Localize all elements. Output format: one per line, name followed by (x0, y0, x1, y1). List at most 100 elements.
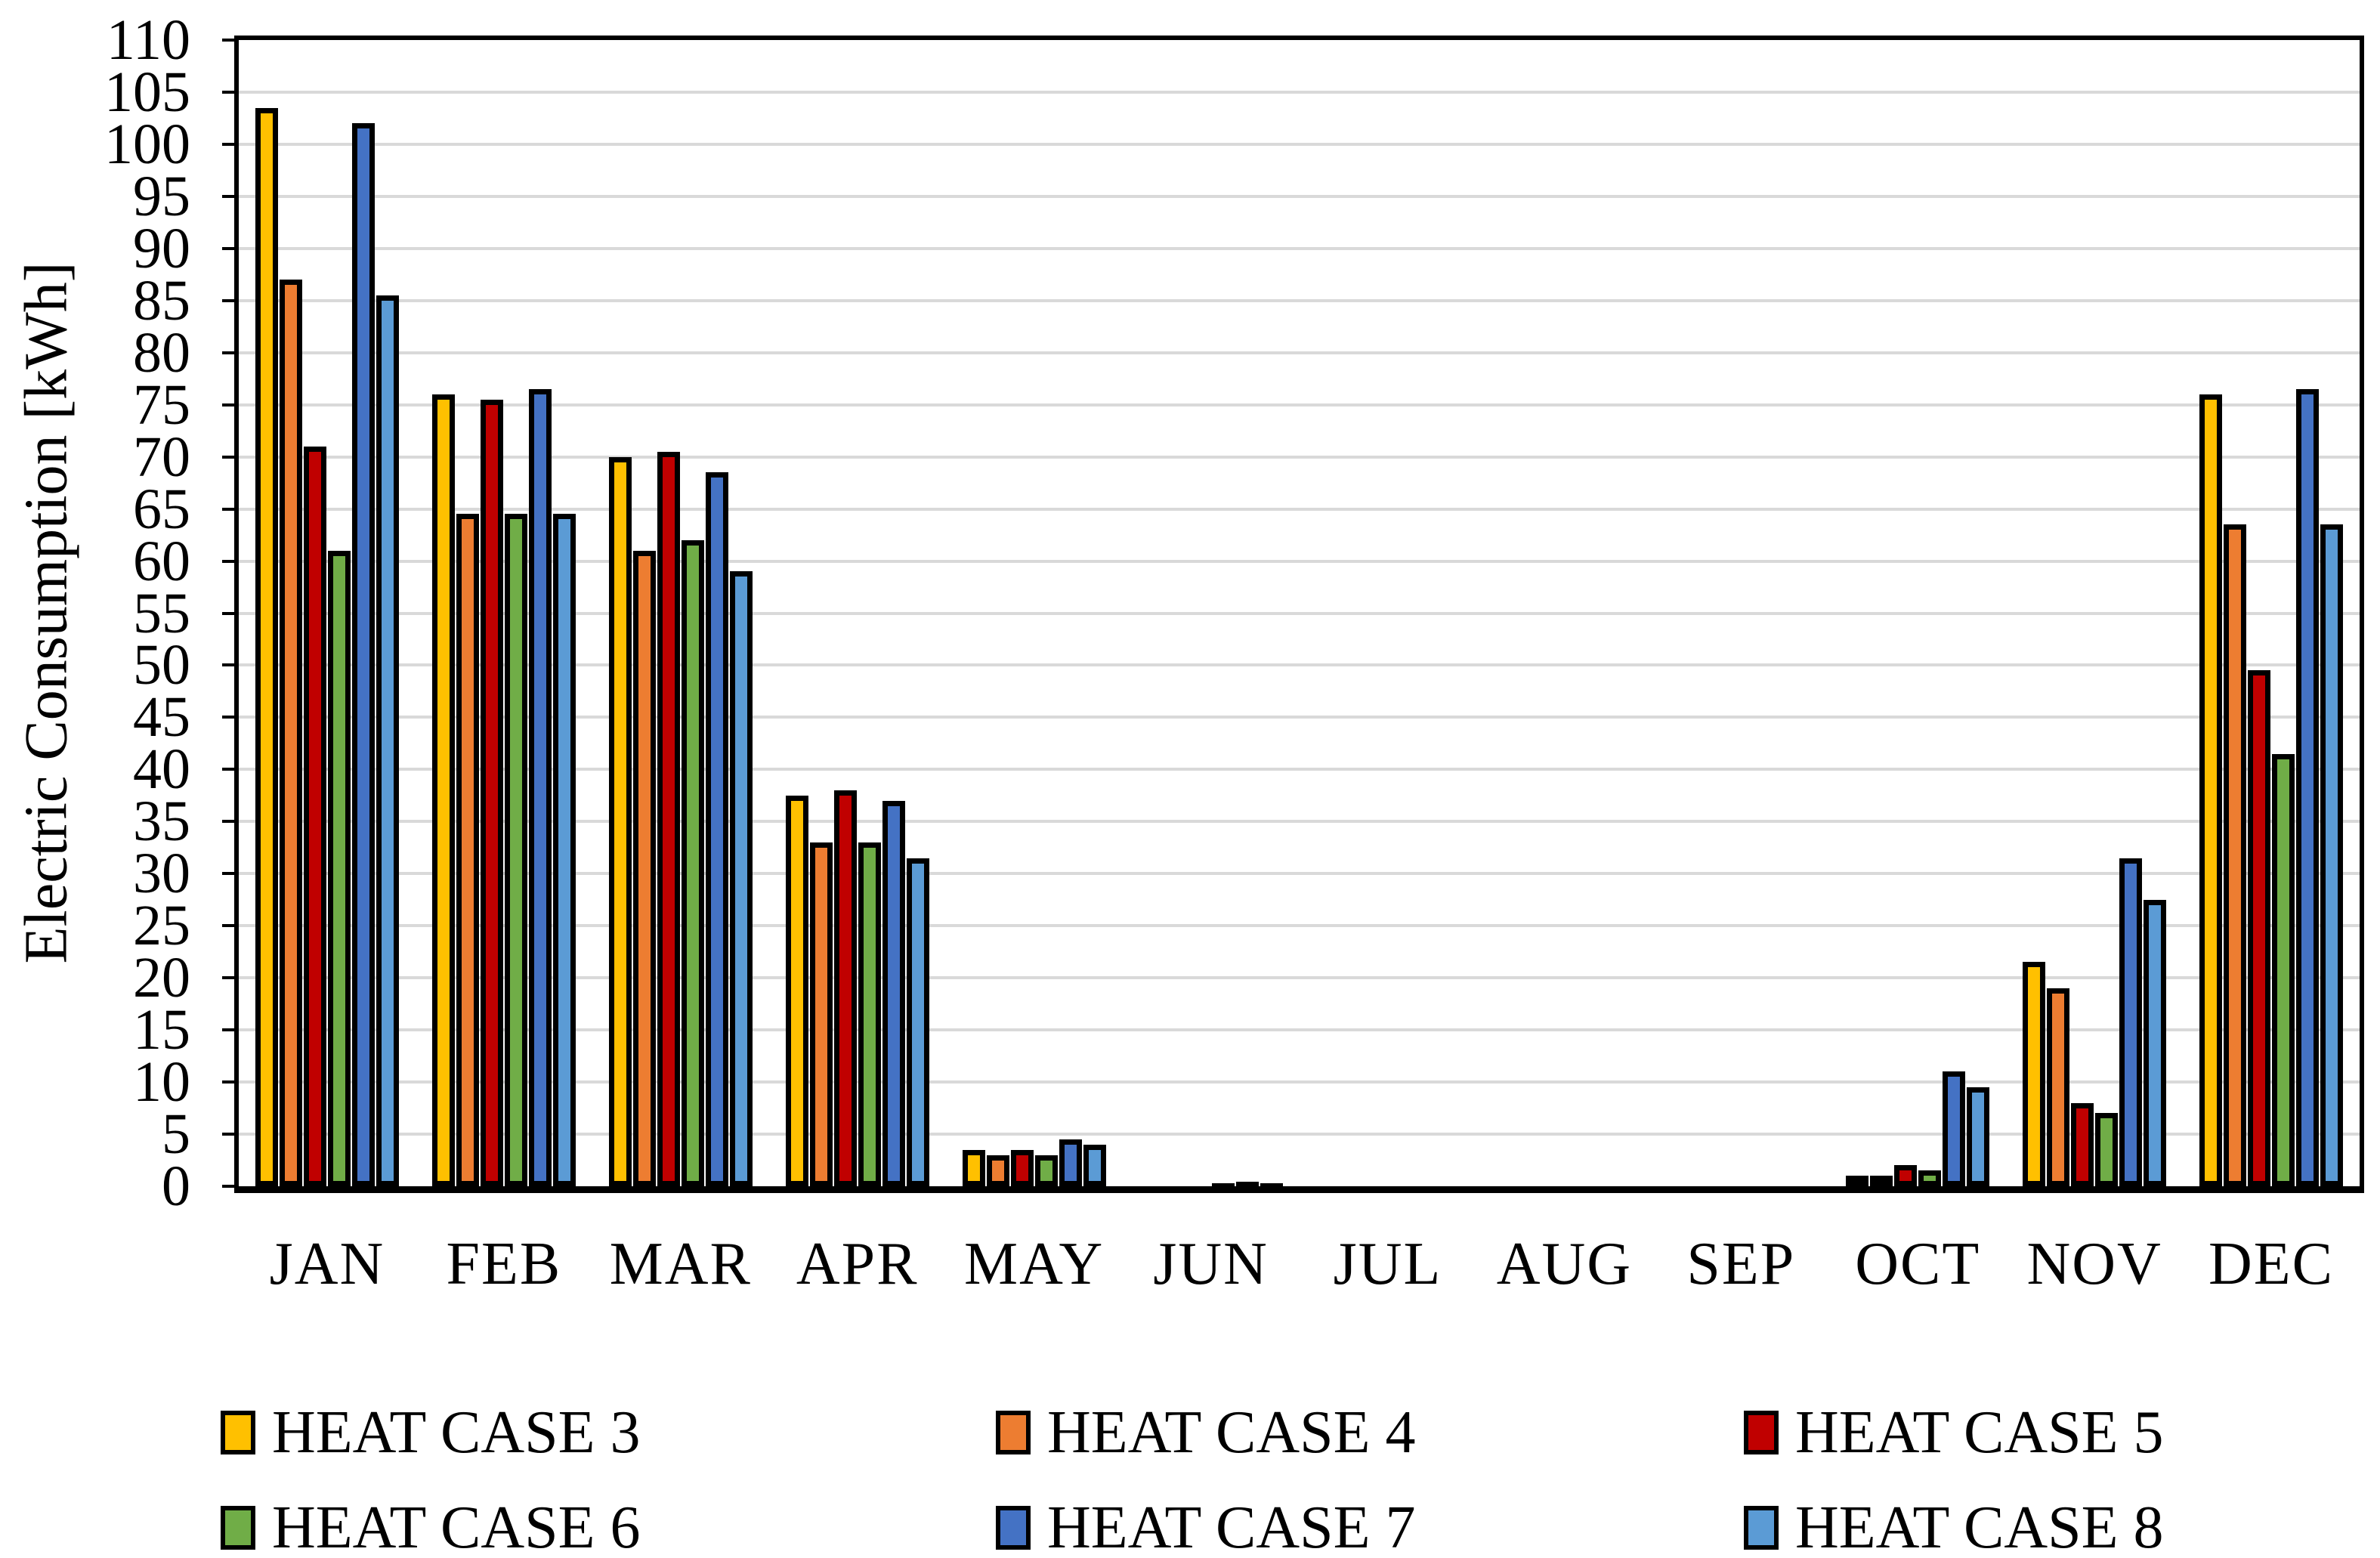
legend-item-heat-case-5: HEAT CASE 5 (1744, 1398, 2163, 1467)
x-tick-label-jan: JAN (269, 1231, 385, 1297)
bar-fill (887, 805, 900, 1181)
bar-heat-case-3-dec (2199, 394, 2223, 1186)
y-tick-label-35: 35 (133, 790, 190, 854)
legend-swatch-icon (221, 1506, 255, 1550)
bar-heat-case-3-oct (1846, 1176, 1869, 1186)
bar-heat-case-3-jan (255, 107, 278, 1186)
y-tick-label-85: 85 (133, 268, 190, 332)
bar-heat-case-8-may (1083, 1144, 1106, 1186)
gridline-20 (239, 976, 2360, 980)
y-tick-mark-105 (222, 90, 234, 94)
bar-fill (2229, 530, 2242, 1181)
bar-heat-case-8-apr (906, 858, 929, 1186)
legend-label: HEAT CASE 3 (272, 1399, 641, 1466)
bar-heat-case-7-nov (2119, 858, 2143, 1186)
bar-heat-case-6-may (1034, 1155, 1058, 1186)
y-tick-mark-85 (222, 298, 234, 302)
bar-heat-case-4-dec (2224, 524, 2247, 1186)
bar-heat-case-3-nov (2023, 962, 2046, 1186)
y-tick-mark-80 (222, 351, 234, 354)
bar-heat-case-5-oct (1894, 1165, 1918, 1186)
legend-label: HEAT CASE 7 (1047, 1495, 1416, 1558)
y-tick-mark-10 (222, 1080, 234, 1084)
y-tick-mark-100 (222, 142, 234, 146)
bar-fill (1040, 1160, 1052, 1181)
gridline-40 (239, 768, 2360, 771)
bar-heat-case-8-feb (552, 514, 576, 1186)
bar-heat-case-3-may (962, 1149, 985, 1186)
bar-fill (2125, 863, 2137, 1181)
y-tick-label-75: 75 (133, 372, 190, 437)
bar-fill (260, 113, 273, 1181)
y-tick-label-25: 25 (133, 894, 190, 958)
bar-fill (967, 1155, 980, 1181)
x-tick-label-feb: FEB (446, 1231, 562, 1297)
bar-heat-case-4-may (986, 1155, 1009, 1186)
bar-fill (911, 863, 924, 1181)
legend-item-heat-case-7: HEAT CASE 7 (996, 1493, 1415, 1558)
x-tick-label-sep: SEP (1686, 1231, 1796, 1297)
bar-fill (381, 300, 394, 1181)
bar-heat-case-8-oct (1967, 1087, 1990, 1186)
bar-fill (437, 399, 450, 1181)
y-tick-mark-0 (222, 1185, 234, 1188)
x-tick-label-jul: JUL (1333, 1231, 1442, 1297)
legend-item-heat-case-6: HEAT CASE 6 (221, 1493, 640, 1558)
bar-heat-case-7-feb (528, 388, 552, 1186)
y-tick-mark-50 (222, 663, 234, 667)
y-tick-mark-15 (222, 1028, 234, 1032)
bar-fill (1924, 1176, 1936, 1181)
bar-fill (2253, 675, 2266, 1181)
y-tick-label-20: 20 (133, 946, 190, 1010)
bar-heat-case-8-jan (376, 295, 399, 1186)
bar-heat-case-6-jun (1211, 1183, 1235, 1186)
gridline-85 (239, 298, 2360, 302)
bar-heat-case-4-mar (632, 550, 656, 1186)
bar-heat-case-4-jan (279, 280, 302, 1186)
legend-item-heat-case-8: HEAT CASE 8 (1744, 1493, 2163, 1558)
bar-fill (2028, 967, 2041, 1181)
x-tick-label-may: MAY (963, 1231, 1105, 1297)
bar-heat-case-6-oct (1918, 1170, 1942, 1186)
bar-heat-case-6-nov (2095, 1113, 2119, 1186)
y-tick-mark-30 (222, 872, 234, 876)
bar-heat-case-6-apr (858, 842, 881, 1186)
y-tick-label-45: 45 (133, 685, 190, 750)
y-tick-label-100: 100 (104, 112, 190, 176)
bar-fill (662, 456, 675, 1181)
bar-fill (2149, 904, 2162, 1181)
bar-fill (1088, 1149, 1101, 1181)
y-tick-mark-90 (222, 246, 234, 250)
bar-heat-case-3-mar (608, 456, 632, 1186)
gridline-45 (239, 716, 2360, 719)
bar-fill (814, 847, 827, 1181)
bar-heat-case-8-jun (1260, 1182, 1283, 1186)
bar-heat-case-5-jan (303, 446, 326, 1186)
gridline-15 (239, 1028, 2360, 1032)
bar-heat-case-8-dec (2320, 524, 2344, 1186)
bar-fill (558, 519, 570, 1181)
bar-heat-case-3-feb (431, 394, 455, 1186)
y-tick-label-40: 40 (133, 737, 190, 802)
y-tick-mark-110 (222, 39, 234, 42)
bar-heat-case-5-may (1010, 1149, 1034, 1186)
y-tick-label-10: 10 (133, 1050, 190, 1114)
gridline-10 (239, 1080, 2360, 1084)
y-tick-label-80: 80 (133, 320, 190, 385)
bar-heat-case-5-apr (833, 790, 857, 1186)
gridline-60 (239, 559, 2360, 563)
gridline-100 (239, 142, 2360, 146)
x-tick-label-nov: NOV (2026, 1231, 2162, 1297)
y-tick-mark-95 (222, 194, 234, 198)
gridline-75 (239, 403, 2360, 407)
bar-fill (638, 555, 651, 1181)
bar-fill (308, 451, 321, 1181)
y-tick-label-55: 55 (133, 581, 190, 645)
legend-swatch-icon (1744, 1506, 1779, 1550)
y-tick-label-70: 70 (133, 425, 190, 489)
bar-fill (1948, 1077, 1961, 1181)
legend-label: HEAT CASE 5 (1795, 1399, 2164, 1466)
gridline-35 (239, 820, 2360, 824)
plot-area (222, 36, 2364, 1193)
